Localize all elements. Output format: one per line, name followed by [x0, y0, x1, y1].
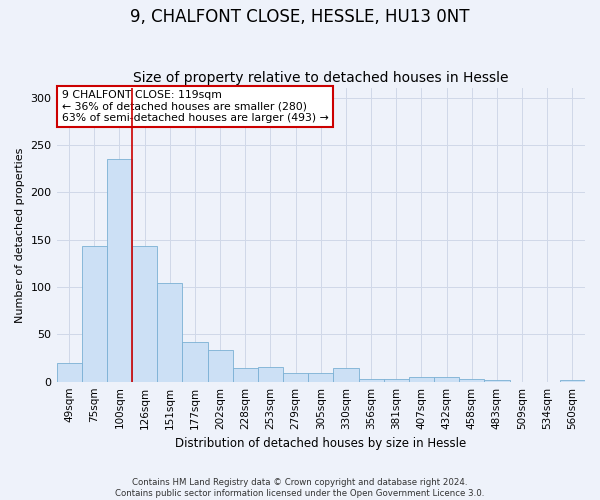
Bar: [107, 160, 132, 382]
Bar: [434, 377, 459, 382]
Text: 9, CHALFONT CLOSE, HESSLE, HU13 0NT: 9, CHALFONT CLOSE, HESSLE, HU13 0NT: [130, 8, 470, 26]
Bar: [258, 366, 283, 382]
Bar: [283, 373, 308, 382]
Y-axis label: Number of detached properties: Number of detached properties: [15, 148, 25, 323]
Bar: [56, 363, 82, 382]
Bar: [82, 246, 107, 382]
X-axis label: Distribution of detached houses by size in Hessle: Distribution of detached houses by size …: [175, 437, 466, 450]
Bar: [182, 342, 208, 382]
Title: Size of property relative to detached houses in Hessle: Size of property relative to detached ho…: [133, 70, 509, 85]
Bar: [383, 379, 409, 382]
Bar: [484, 380, 509, 382]
Bar: [308, 373, 334, 382]
Bar: [157, 284, 182, 382]
Bar: [409, 377, 434, 382]
Bar: [459, 379, 484, 382]
Bar: [233, 368, 258, 382]
Text: Contains HM Land Registry data © Crown copyright and database right 2024.
Contai: Contains HM Land Registry data © Crown c…: [115, 478, 485, 498]
Bar: [132, 246, 157, 382]
Bar: [208, 350, 233, 382]
Bar: [560, 380, 585, 382]
Text: 9 CHALFONT CLOSE: 119sqm
← 36% of detached houses are smaller (280)
63% of semi-: 9 CHALFONT CLOSE: 119sqm ← 36% of detach…: [62, 90, 329, 123]
Bar: [334, 368, 359, 382]
Bar: [359, 379, 383, 382]
